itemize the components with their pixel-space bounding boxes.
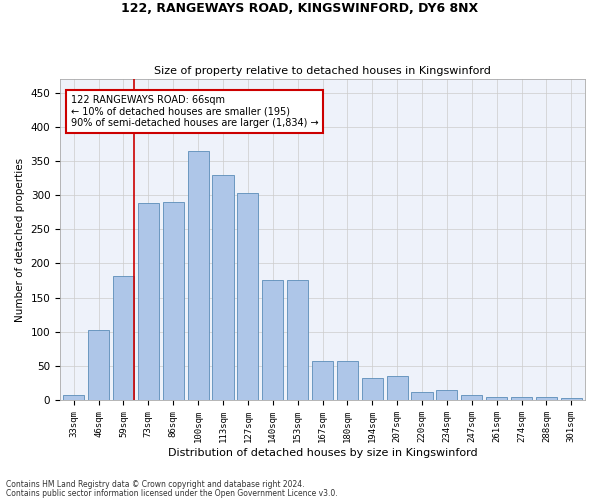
Text: Contains HM Land Registry data © Crown copyright and database right 2024.: Contains HM Land Registry data © Crown c… [6, 480, 305, 489]
Bar [436, 390, 457, 400]
Bar [486, 396, 507, 400]
Bar [88, 330, 109, 400]
Bar [138, 204, 159, 400]
Bar [212, 174, 233, 400]
Title: Size of property relative to detached houses in Kingswinford: Size of property relative to detached ho… [154, 66, 491, 76]
Bar [561, 398, 582, 400]
Bar [386, 376, 408, 400]
Bar [63, 394, 84, 400]
Bar [188, 150, 209, 400]
Text: 122 RANGEWAYS ROAD: 66sqm
← 10% of detached houses are smaller (195)
90% of semi: 122 RANGEWAYS ROAD: 66sqm ← 10% of detac… [71, 95, 318, 128]
Bar [113, 276, 134, 400]
Bar [312, 361, 333, 400]
Bar [536, 396, 557, 400]
Y-axis label: Number of detached properties: Number of detached properties [15, 158, 25, 322]
Bar [412, 392, 433, 400]
Bar [237, 193, 259, 400]
Bar [163, 202, 184, 400]
Bar [287, 280, 308, 400]
Bar [461, 394, 482, 400]
Text: 122, RANGEWAYS ROAD, KINGSWINFORD, DY6 8NX: 122, RANGEWAYS ROAD, KINGSWINFORD, DY6 8… [121, 2, 479, 16]
Bar [362, 378, 383, 400]
Text: Contains public sector information licensed under the Open Government Licence v3: Contains public sector information licen… [6, 488, 338, 498]
Bar [337, 361, 358, 400]
Bar [511, 396, 532, 400]
Bar [262, 280, 283, 400]
X-axis label: Distribution of detached houses by size in Kingswinford: Distribution of detached houses by size … [168, 448, 478, 458]
